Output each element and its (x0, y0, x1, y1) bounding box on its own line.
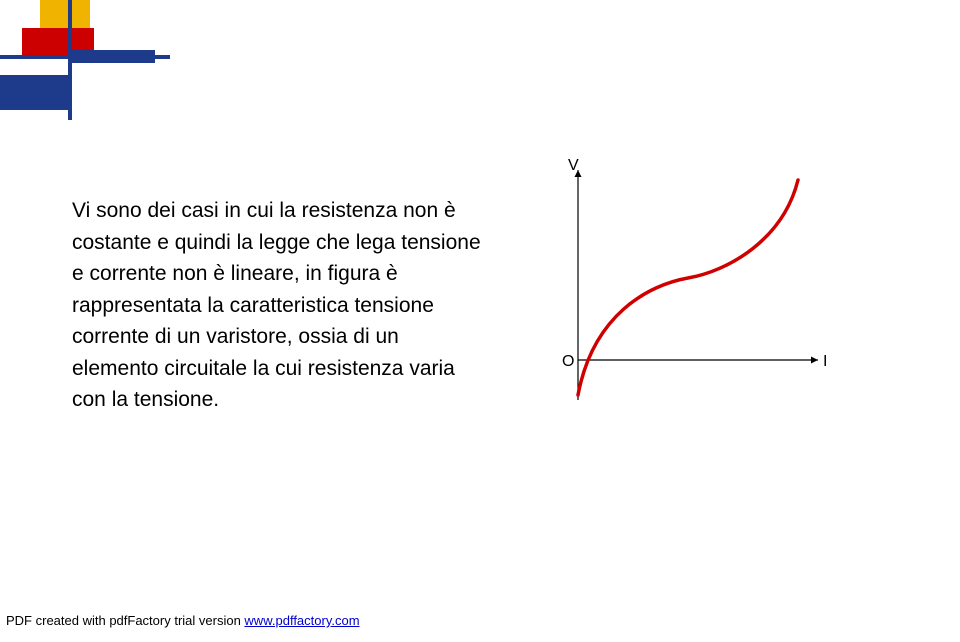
origin-label: O (562, 353, 574, 371)
pdf-footer: PDF created with pdfFactory trial versio… (6, 613, 360, 628)
logo-graphic (0, 0, 170, 120)
chart-svg (538, 165, 838, 415)
footer-prefix: PDF created with pdfFactory trial versio… (6, 613, 244, 628)
logo-block (0, 0, 170, 120)
footer-link[interactable]: www.pdffactory.com (244, 613, 359, 628)
axis-label-v: V (568, 157, 579, 175)
axis-label-i: I (823, 353, 827, 371)
body-paragraph: Vi sono dei casi in cui la resistenza no… (72, 195, 482, 416)
varistor-chart: V O I (538, 165, 838, 415)
body-text-container: Vi sono dei casi in cui la resistenza no… (72, 195, 482, 416)
